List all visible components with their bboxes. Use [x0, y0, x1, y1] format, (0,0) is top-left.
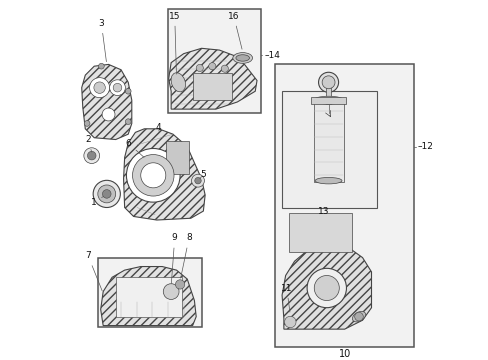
Text: 16: 16: [227, 12, 242, 49]
Polygon shape: [123, 129, 205, 220]
Polygon shape: [168, 48, 257, 109]
Bar: [274, 64, 414, 347]
Circle shape: [109, 80, 125, 95]
Circle shape: [175, 280, 184, 289]
Text: 4: 4: [156, 122, 161, 131]
Polygon shape: [101, 266, 196, 325]
Circle shape: [221, 65, 228, 72]
Circle shape: [196, 64, 203, 72]
Circle shape: [191, 174, 204, 187]
Ellipse shape: [286, 319, 294, 324]
Bar: [167, 9, 260, 113]
Circle shape: [318, 72, 338, 92]
Text: 2: 2: [85, 135, 92, 152]
Circle shape: [125, 119, 131, 125]
Circle shape: [113, 84, 122, 92]
Bar: [310, 97, 346, 104]
Circle shape: [102, 108, 115, 121]
Circle shape: [194, 177, 201, 184]
Text: 9: 9: [171, 233, 177, 283]
Polygon shape: [282, 245, 371, 329]
Circle shape: [322, 76, 334, 89]
Circle shape: [126, 148, 180, 202]
Circle shape: [125, 88, 131, 94]
Text: –14: –14: [264, 51, 280, 60]
Bar: [116, 277, 182, 317]
Bar: [313, 102, 343, 183]
Circle shape: [132, 154, 174, 196]
Bar: [288, 213, 351, 252]
Ellipse shape: [235, 55, 249, 61]
Ellipse shape: [314, 177, 341, 184]
Ellipse shape: [232, 53, 252, 63]
Text: 3: 3: [98, 19, 106, 62]
Circle shape: [98, 185, 116, 203]
Bar: [282, 91, 376, 207]
Circle shape: [354, 312, 363, 321]
Bar: [165, 141, 189, 174]
Text: 1: 1: [90, 196, 103, 207]
Circle shape: [98, 63, 104, 69]
Circle shape: [208, 63, 215, 70]
Circle shape: [83, 148, 100, 163]
Polygon shape: [81, 64, 132, 140]
Bar: [325, 86, 331, 104]
Circle shape: [284, 316, 295, 328]
Text: –12: –12: [417, 142, 433, 151]
Circle shape: [102, 190, 111, 198]
Ellipse shape: [313, 96, 343, 104]
Circle shape: [141, 163, 165, 188]
Text: 6: 6: [125, 139, 144, 157]
Text: 10: 10: [338, 349, 350, 359]
Text: 15: 15: [169, 12, 180, 74]
Ellipse shape: [177, 282, 183, 287]
Text: 13: 13: [318, 207, 329, 216]
Circle shape: [163, 284, 179, 300]
Ellipse shape: [352, 311, 365, 322]
Circle shape: [89, 78, 109, 98]
Circle shape: [314, 275, 339, 301]
Circle shape: [84, 121, 90, 126]
Circle shape: [94, 82, 105, 93]
Bar: [192, 73, 231, 100]
Circle shape: [87, 151, 96, 160]
Circle shape: [93, 180, 120, 207]
Text: 5: 5: [200, 170, 206, 179]
Ellipse shape: [171, 73, 185, 92]
Bar: [98, 258, 201, 327]
Text: 11: 11: [281, 284, 292, 312]
Text: 8: 8: [180, 233, 191, 278]
Circle shape: [306, 268, 346, 308]
Text: 7: 7: [85, 251, 102, 291]
